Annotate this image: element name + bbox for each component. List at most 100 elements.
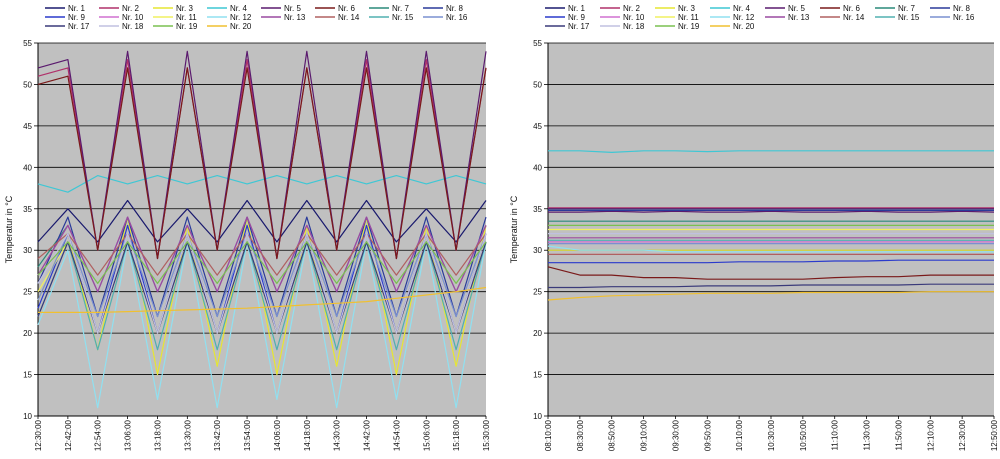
legend-item: Nr. 6 [315,4,355,13]
y-tick-label: 25 [533,288,542,297]
y-axis-label: Temperatur in °C [509,195,519,263]
legend-item: Nr. 16 [423,13,468,22]
legend-label: Nr. 16 [953,13,975,22]
legend-item: Nr. 5 [765,4,805,13]
legend: Nr. 1 Nr. 2 Nr. 3 Nr. 4 Nr. 5 Nr. 6 Nr. 7 Nr. 8… [545,4,975,31]
legend-label: Nr. 19 [678,22,700,31]
y-tick-label: 35 [533,205,542,214]
y-axis-label: Temperatur in °C [4,195,14,263]
legend-item: Nr. 2 [600,4,640,13]
legend-label: Nr. 4 [230,4,247,13]
series-line [37,233,487,318]
legend-item: Nr. 1 [45,4,85,13]
series-line [37,67,487,260]
legend-item: Nr. 3 [153,4,193,13]
x-tick-label: 15:18:00 [452,419,461,451]
legend-item: Nr. 15 [875,13,920,22]
legend-label: Nr. 6 [843,4,860,13]
left-chart: Nr. 1 Nr. 2 Nr. 3 Nr. 4 Nr. 5 Nr. 6 Nr. 7 Nr. 8… [4,4,490,451]
series-line [547,245,994,253]
legend-label: Nr. 17 [68,22,90,31]
legend-label: Nr. 5 [788,4,805,13]
legend-item: Nr. 9 [45,13,85,22]
legend-label: Nr. 12 [733,13,755,22]
y-tick-label: 40 [533,163,542,172]
series-line [37,241,487,334]
legend-label: Nr. 7 [898,4,915,13]
series-group [547,150,995,301]
y-tick-label: 15 [533,371,542,380]
x-tick-label: 11:10:00 [831,419,840,450]
series-line [548,150,994,153]
legend-item: Nr. 9 [545,13,585,22]
legend-item: Nr. 11 [655,13,699,22]
legend: Nr. 1 Nr. 2 Nr. 3 Nr. 4 Nr. 5 Nr. 6 Nr. 7 Nr. 8… [45,4,468,31]
x-tick-label: 10:50:00 [799,419,808,451]
x-tick-label: 15:06:00 [422,419,431,451]
y-tick-label: 30 [533,246,542,255]
series-line [37,233,487,276]
series-line [548,259,994,264]
series-line [37,216,487,318]
legend-item: Nr. 14 [820,13,865,22]
legend-label: Nr. 16 [446,13,468,22]
x-tick-label: 14:18:00 [303,419,312,451]
y-tick-label: 20 [533,329,542,338]
legend-label: Nr. 12 [230,13,252,22]
y-tick-label: 10 [533,412,542,421]
legend-label: Nr. 4 [733,4,750,13]
legend-label: Nr. 17 [568,22,590,31]
legend-label: Nr. 10 [623,13,645,22]
x-tick-label: 12:54:00 [94,419,103,451]
series-line [547,266,994,280]
y-tick-label: 50 [533,80,542,89]
x-tick-label: 12:50:00 [990,419,999,451]
legend-item: Nr. 7 [875,4,915,13]
y-tick-label: 35 [23,205,32,214]
x-tick-label: 08:50:00 [608,419,617,451]
legend-label: Nr. 11 [176,13,197,22]
legend-label: Nr. 5 [284,4,301,13]
legend-label: Nr. 10 [122,13,144,22]
legend-label: Nr. 3 [678,4,695,13]
left-chart-panel: Nr. 1 Nr. 2 Nr. 3 Nr. 4 Nr. 5 Nr. 6 Nr. 7 Nr. 8… [0,0,490,459]
plot-area [38,43,486,416]
legend-item: Nr. 5 [261,4,301,13]
legend-label: Nr. 8 [953,4,970,13]
x-tick-label: 13:54:00 [243,419,252,451]
legend-item: Nr. 13 [765,13,810,22]
legend-label: Nr. 20 [230,22,252,31]
legend-item: Nr. 15 [369,13,414,22]
legend-item: Nr. 3 [655,4,695,13]
legend-label: Nr. 13 [788,13,810,22]
legend-item: Nr. 11 [153,13,197,22]
legend-item: Nr. 6 [820,4,860,13]
x-tick-label: 11:30:00 [863,419,872,450]
legend-item: Nr. 14 [315,13,360,22]
series-line [37,50,487,260]
legend-label: Nr. 3 [176,4,193,13]
y-tick-label: 30 [23,246,32,255]
legend-label: Nr. 19 [176,22,198,31]
legend-label: Nr. 9 [568,13,585,22]
legend-label: Nr. 8 [446,4,463,13]
legend-item: Nr. 20 [207,22,252,31]
series-group [37,50,487,409]
x-tick-label: 14:42:00 [363,419,372,451]
legend-item: Nr. 20 [710,22,755,31]
x-tick-label: 13:06:00 [124,419,133,451]
x-tick-label: 14:54:00 [392,419,401,451]
legend-label: Nr. 14 [843,13,865,22]
legend-label: Nr. 18 [623,22,645,31]
y-tick-label: 55 [533,39,542,48]
y-tick-label: 20 [23,329,32,338]
legend-item: Nr. 2 [99,4,139,13]
legend-label: Nr. 18 [122,22,144,31]
legend-item: Nr. 12 [207,13,252,22]
legend-label: Nr. 2 [122,4,139,13]
y-tick-label: 45 [23,122,32,131]
y-tick-label: 25 [23,288,32,297]
x-tick-label: 15:30:00 [482,419,490,451]
series-line [37,233,487,334]
series-line [37,241,487,409]
